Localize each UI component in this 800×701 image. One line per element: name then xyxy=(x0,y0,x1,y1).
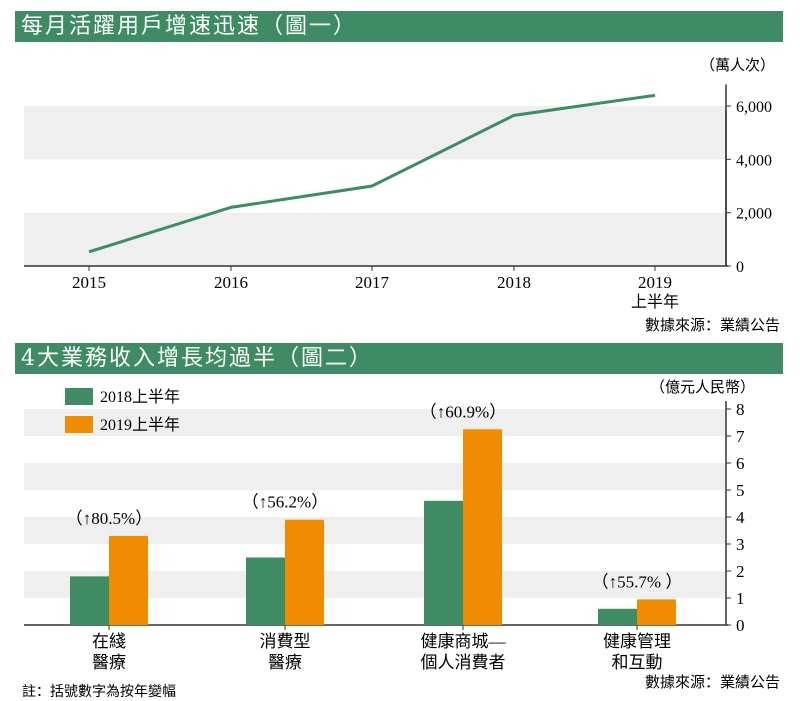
legend-label: 2018上半年 xyxy=(100,388,180,406)
growth-label: （↑80.5%） xyxy=(66,509,152,528)
band xyxy=(24,409,726,436)
band xyxy=(24,463,726,490)
bar-2018上半年 xyxy=(598,608,637,625)
y-tick-label: 4,000 xyxy=(736,152,772,169)
source: 數據來源：業績公告 xyxy=(645,674,780,691)
x-tick-label: 消費型 xyxy=(260,632,311,651)
chart1-title: 每月活躍用戶增速迅速（圖一） xyxy=(15,11,783,42)
x-tick-label: 2017 xyxy=(355,273,390,292)
unit-label: （萬人次） xyxy=(700,57,775,74)
chart2-title: 4大業務收入增長均過半（圖二） xyxy=(15,343,783,374)
y-tick-label: 3 xyxy=(736,535,745,554)
bar-2019上半年 xyxy=(637,599,676,625)
y-tick-label: 2,000 xyxy=(736,206,772,223)
y-tick-label: 2 xyxy=(736,562,745,581)
legend-label: 2019上半年 xyxy=(100,416,180,434)
x-tick-label: 2019 xyxy=(638,273,672,292)
growth-label: （↑56.2%） xyxy=(242,493,328,512)
x-tick-label: 2018 xyxy=(497,273,531,292)
bar-2018上半年 xyxy=(70,576,109,625)
x-tick-label: 在綫 xyxy=(92,632,126,651)
bar-2018上半年 xyxy=(246,557,285,625)
y-tick-label: 1 xyxy=(736,589,745,608)
x-tick-label: 2016 xyxy=(214,273,248,292)
x-tick-label: 和互動 xyxy=(612,653,663,672)
x-tick-label: 2015 xyxy=(72,273,106,292)
y-tick-label: 8 xyxy=(736,400,745,419)
legend-swatch xyxy=(65,388,93,405)
growth-label: （↑55.7% ） xyxy=(592,572,683,591)
x-tick-label: 醫療 xyxy=(92,653,126,672)
y-tick-label: 5 xyxy=(736,481,745,500)
y-tick-label: 6 xyxy=(736,454,745,473)
x-tick-label: 健康管理 xyxy=(603,632,671,651)
bar-2019上半年 xyxy=(463,429,502,625)
band xyxy=(24,106,726,160)
y-tick-label: 6,000 xyxy=(736,99,772,116)
y-tick-label: 4 xyxy=(736,508,745,527)
growth-label: （↑60.9%） xyxy=(420,402,506,421)
x-tick-label: 健康商城— xyxy=(421,632,507,651)
note: 註：括號數字為按年變幅 xyxy=(22,684,176,700)
x-tick-label: 醫療 xyxy=(268,653,302,672)
y-tick-label: 7 xyxy=(736,427,745,446)
bar-2018上半年 xyxy=(424,500,463,625)
source: 數據來源：業績公告 xyxy=(645,317,780,334)
unit-label: （億元人民幣） xyxy=(650,379,755,396)
y-tick-label: 0 xyxy=(736,259,744,276)
y-tick-label: 0 xyxy=(736,616,745,635)
bar-2019上半年 xyxy=(285,519,324,625)
band xyxy=(24,212,726,266)
x-tick-label: 個人消費者 xyxy=(421,653,506,672)
x-sublabel: 上半年 xyxy=(631,293,679,311)
bar-2019上半年 xyxy=(109,535,148,625)
legend-swatch xyxy=(65,416,93,433)
